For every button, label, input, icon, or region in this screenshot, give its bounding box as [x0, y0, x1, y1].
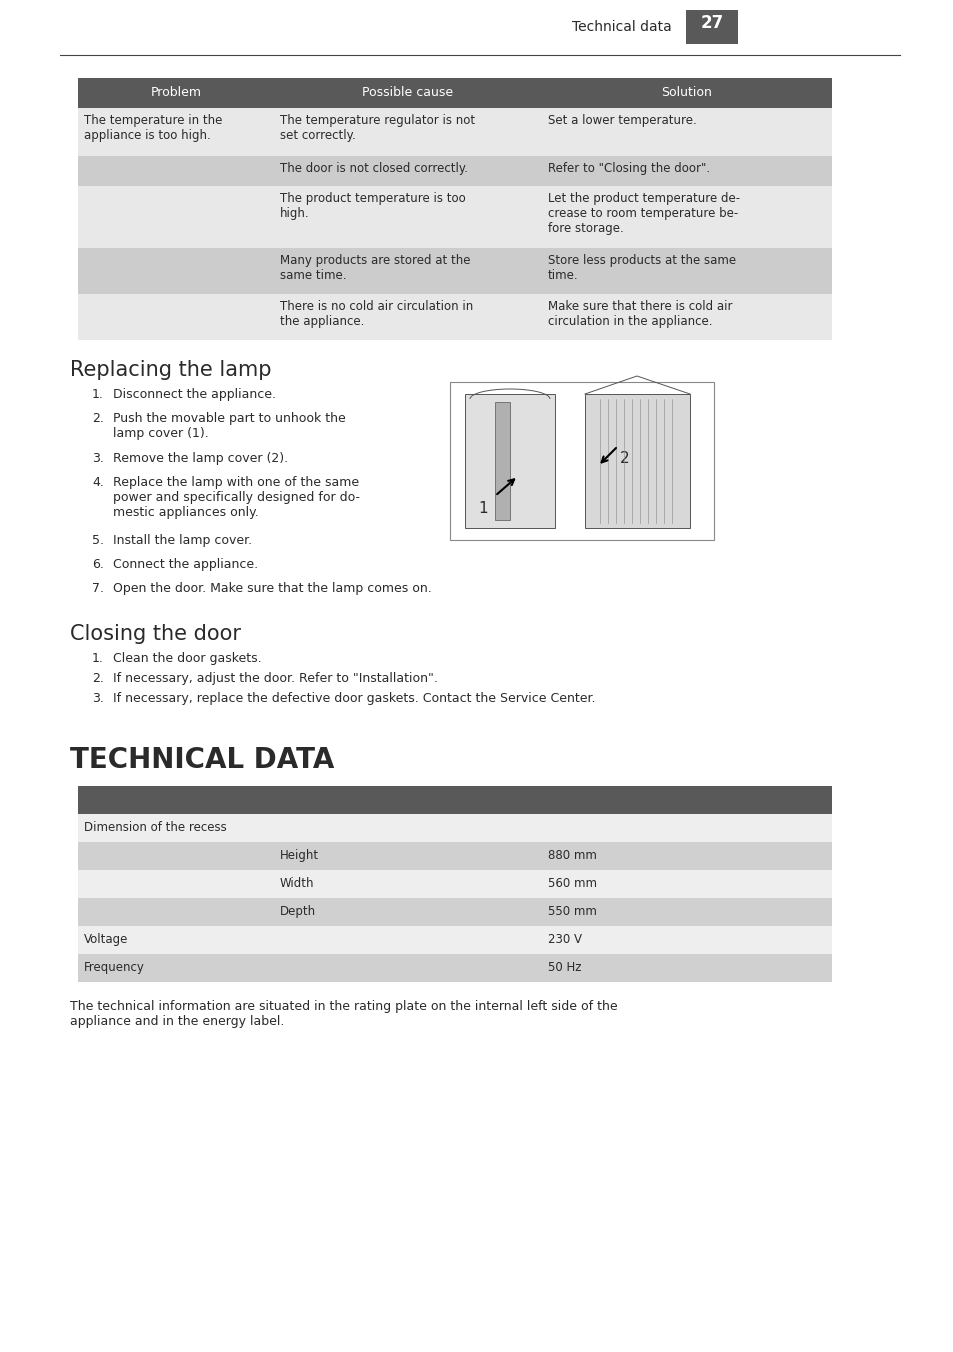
Text: Replace the lamp with one of the same
power and specifically designed for do-
me: Replace the lamp with one of the same po…	[112, 476, 359, 519]
Bar	[274, 293, 541, 339]
Text: Voltage: Voltage	[84, 933, 129, 946]
Bar	[685, 9, 738, 45]
Text: 2.: 2.	[91, 672, 104, 685]
Text: 550 mm: 550 mm	[547, 904, 597, 918]
Bar	[541, 786, 831, 814]
Text: 2: 2	[619, 452, 629, 466]
Bar	[541, 955, 831, 982]
Text: Replacing the lamp: Replacing the lamp	[70, 360, 272, 380]
Bar	[464, 393, 555, 529]
Text: Technical data: Technical data	[572, 20, 671, 34]
Text: Height: Height	[280, 849, 319, 863]
Text: Store less products at the same
time.: Store less products at the same time.	[547, 254, 736, 283]
Bar	[78, 786, 274, 814]
Text: Depth: Depth	[280, 904, 315, 918]
Text: 230 V: 230 V	[547, 933, 581, 946]
Bar	[541, 898, 831, 926]
Text: 560 mm: 560 mm	[547, 877, 597, 890]
Bar	[541, 78, 831, 108]
Text: Width: Width	[280, 877, 314, 890]
Text: Dimension of the recess: Dimension of the recess	[84, 821, 227, 834]
Text: Closing the door: Closing the door	[70, 625, 241, 644]
Text: Push the movable part to unhook the
lamp cover (1).: Push the movable part to unhook the lamp…	[112, 412, 345, 439]
Text: 880 mm: 880 mm	[547, 849, 597, 863]
Text: Connect the appliance.: Connect the appliance.	[112, 558, 258, 571]
Bar	[78, 814, 274, 842]
Bar	[584, 393, 689, 529]
Bar	[541, 155, 831, 187]
Bar	[541, 293, 831, 339]
Bar	[274, 247, 541, 293]
Text: Disconnect the appliance.: Disconnect the appliance.	[112, 388, 275, 402]
Text: If necessary, replace the defective door gaskets. Contact the Service Center.: If necessary, replace the defective door…	[112, 692, 595, 704]
Bar	[274, 786, 541, 814]
Text: Let the product temperature de-
crease to room temperature be-
fore storage.: Let the product temperature de- crease t…	[547, 192, 740, 235]
Bar	[450, 383, 713, 539]
Bar	[78, 842, 274, 869]
Text: 50 Hz: 50 Hz	[547, 961, 581, 973]
Bar	[541, 926, 831, 955]
Text: 3.: 3.	[91, 692, 104, 704]
Text: 5.: 5.	[91, 534, 104, 548]
Text: Solution: Solution	[660, 87, 712, 99]
Text: If necessary, adjust the door. Refer to "Installation".: If necessary, adjust the door. Refer to …	[112, 672, 437, 685]
Bar	[78, 187, 274, 247]
Text: Frequency: Frequency	[84, 961, 145, 973]
Bar	[541, 108, 831, 155]
Text: 4.: 4.	[91, 476, 104, 489]
Text: The door is not closed correctly.: The door is not closed correctly.	[280, 162, 468, 174]
Bar	[78, 898, 274, 926]
Text: Install the lamp cover.: Install the lamp cover.	[112, 534, 252, 548]
Bar	[274, 814, 541, 842]
Text: The technical information are situated in the rating plate on the internal left : The technical information are situated i…	[70, 1000, 617, 1028]
Text: 27: 27	[700, 14, 723, 32]
Bar	[495, 402, 510, 521]
Bar	[541, 187, 831, 247]
Text: Problem: Problem	[151, 87, 201, 99]
Text: Clean the door gaskets.: Clean the door gaskets.	[112, 652, 261, 665]
Bar	[78, 155, 274, 187]
Bar	[274, 955, 541, 982]
Bar	[78, 926, 274, 955]
Bar	[274, 898, 541, 926]
Bar	[78, 78, 274, 108]
Bar	[541, 869, 831, 898]
Bar	[274, 869, 541, 898]
Text: TECHNICAL DATA: TECHNICAL DATA	[70, 746, 334, 773]
Bar	[78, 247, 274, 293]
Bar	[541, 814, 831, 842]
Bar	[541, 247, 831, 293]
Text: Refer to "Closing the door".: Refer to "Closing the door".	[547, 162, 709, 174]
Bar	[541, 842, 831, 869]
Bar	[78, 869, 274, 898]
Bar	[274, 842, 541, 869]
Bar	[274, 78, 541, 108]
Bar	[274, 926, 541, 955]
Text: 1.: 1.	[91, 652, 104, 665]
Text: Possible cause: Possible cause	[362, 87, 453, 99]
Text: 2.: 2.	[91, 412, 104, 425]
Bar	[78, 293, 274, 339]
Text: The product temperature is too
high.: The product temperature is too high.	[280, 192, 465, 220]
Text: 3.: 3.	[91, 452, 104, 465]
Bar	[274, 155, 541, 187]
Bar	[274, 108, 541, 155]
Text: Make sure that there is cold air
circulation in the appliance.: Make sure that there is cold air circula…	[547, 300, 732, 329]
Text: Remove the lamp cover (2).: Remove the lamp cover (2).	[112, 452, 288, 465]
Text: Open the door. Make sure that the lamp comes on.: Open the door. Make sure that the lamp c…	[112, 581, 432, 595]
Text: Set a lower temperature.: Set a lower temperature.	[547, 114, 696, 127]
Text: The temperature regulator is not
set correctly.: The temperature regulator is not set cor…	[280, 114, 475, 142]
Text: 1: 1	[477, 502, 487, 516]
Text: The temperature in the
appliance is too high.: The temperature in the appliance is too …	[84, 114, 222, 142]
Text: 7.: 7.	[91, 581, 104, 595]
Bar	[78, 108, 274, 155]
Text: 6.: 6.	[91, 558, 104, 571]
Text: Many products are stored at the
same time.: Many products are stored at the same tim…	[280, 254, 470, 283]
Bar	[274, 187, 541, 247]
Text: 1.: 1.	[91, 388, 104, 402]
Bar	[78, 955, 274, 982]
Text: There is no cold air circulation in
the appliance.: There is no cold air circulation in the …	[280, 300, 473, 329]
